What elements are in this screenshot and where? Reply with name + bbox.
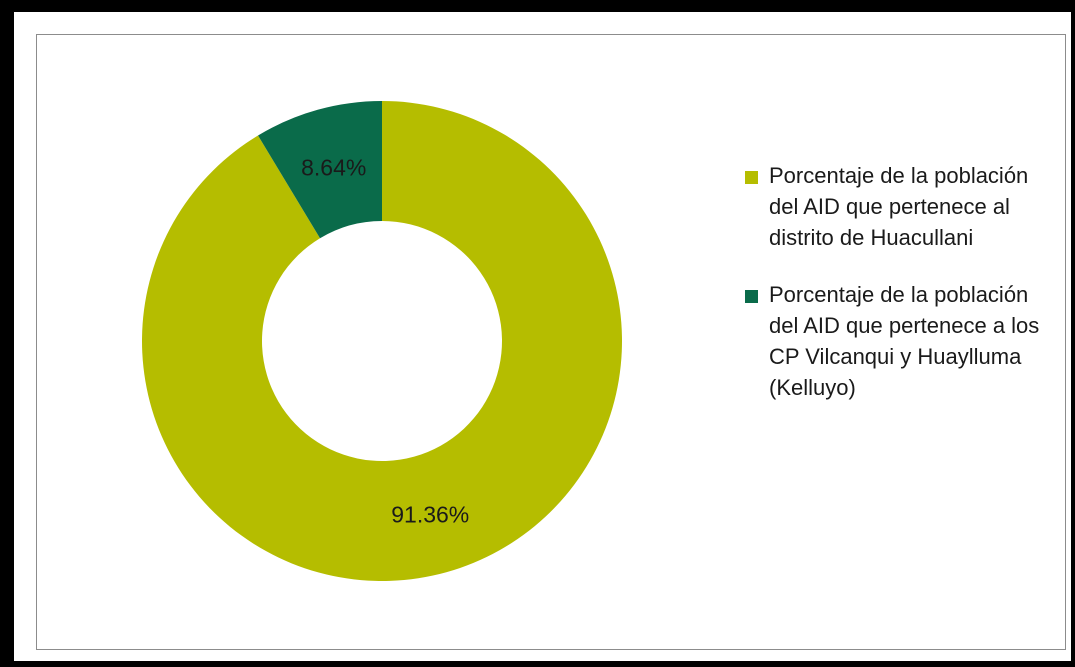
legend-label-kelluyo: Porcentaje de la población del AID que p… (769, 282, 1040, 400)
legend: Porcentaje de la población del AID que p… (745, 160, 1045, 429)
legend-label-huacullani: Porcentaje de la población del AID que p… (769, 163, 1029, 250)
slice-kelluyo (258, 101, 382, 239)
donut-slices (142, 101, 623, 581)
legend-item-kelluyo: Porcentaje de la población del AID que p… (745, 279, 1045, 403)
slice-huacullani (142, 101, 623, 581)
data-label-kelluyo: 8.64% (301, 155, 366, 181)
legend-swatch-huacullani (745, 171, 758, 184)
legend-item-huacullani: Porcentaje de la población del AID que p… (745, 160, 1045, 253)
legend-swatch-kelluyo (745, 290, 758, 303)
data-label-huacullani: 91.36% (391, 501, 469, 527)
data-labels: 91.36% 8.64% (301, 155, 469, 528)
